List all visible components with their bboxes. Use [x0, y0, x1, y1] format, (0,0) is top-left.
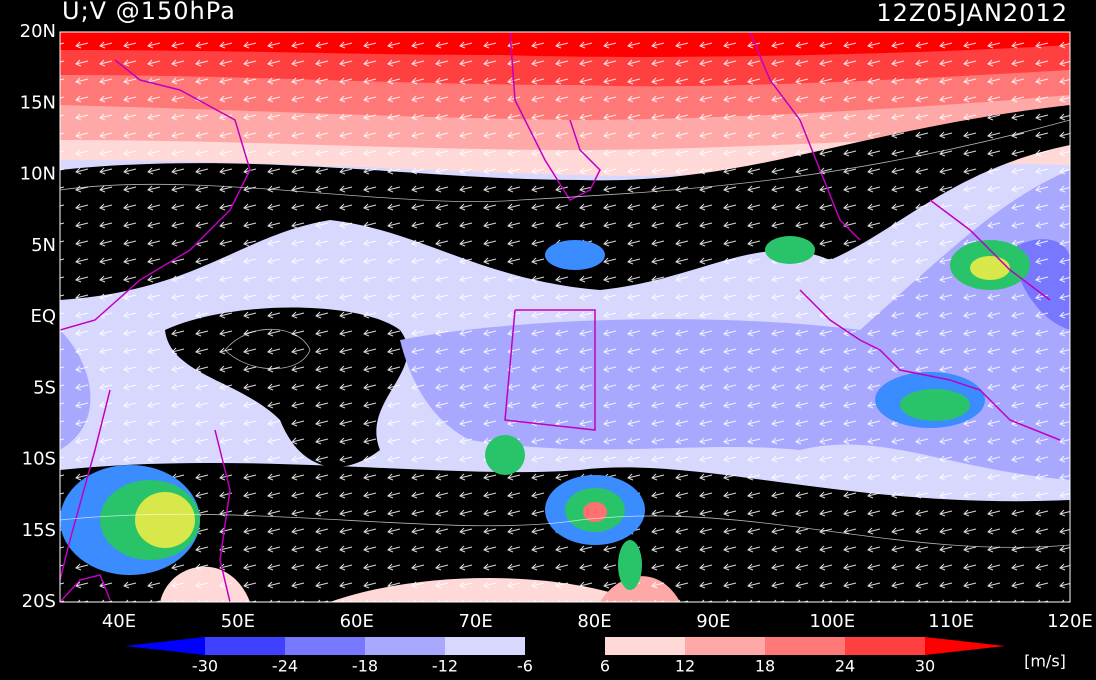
- colorbar-units: [m/s]: [1024, 652, 1066, 671]
- colorbar-box: [365, 637, 445, 655]
- colorbar-label: 24: [835, 657, 855, 676]
- lon-label: 40E: [102, 611, 136, 632]
- colorbar-label: -6: [517, 657, 533, 676]
- lon-label: 120E: [1047, 611, 1093, 632]
- latitude-labels: 20N 15N 10N 5N EQ 5S 10S 15S 20S: [20, 21, 56, 612]
- colorbar-box: [685, 637, 765, 655]
- lat-label: 5S: [33, 377, 56, 398]
- lat-label: 15S: [22, 520, 56, 541]
- colorbar-label: -30: [192, 657, 218, 676]
- lon-label: 60E: [340, 611, 374, 632]
- title: U;V @150hPa: [62, 0, 236, 25]
- timestamp: 12Z05JAN2012: [876, 0, 1068, 27]
- colorbar-label: 30: [915, 657, 935, 676]
- colorbar-box: [285, 637, 365, 655]
- convection: [60, 236, 1030, 590]
- lon-label: 110E: [928, 611, 974, 632]
- lon-label: 50E: [221, 611, 255, 632]
- lat-label: 20N: [20, 21, 56, 42]
- colorbar-label: 6: [600, 657, 610, 676]
- contours: [60, 119, 1070, 548]
- colorbar-label: -24: [272, 657, 298, 676]
- colorbar-box: [445, 637, 525, 655]
- lat-label: 10S: [22, 449, 56, 470]
- lon-label: 100E: [809, 611, 855, 632]
- lat-label: 5N: [31, 235, 56, 256]
- longitude-labels: 40E 50E 60E 70E 80E 90E 100E 110E 120E: [102, 611, 1093, 632]
- colorbar-box: [605, 637, 685, 655]
- wind-field: [60, 32, 1070, 602]
- colorbar-label: 18: [755, 657, 775, 676]
- colorbar-label: -18: [352, 657, 378, 676]
- lon-label: 90E: [696, 611, 730, 632]
- lat-label: 10N: [20, 164, 56, 185]
- lon-label: 80E: [577, 611, 611, 632]
- colorbar: -30 -24 -18 -12 -6 6 12 18 24 30: [125, 637, 1005, 676]
- lon-label: 70E: [458, 611, 492, 632]
- lat-label: 20S: [22, 591, 56, 612]
- coastlines: [60, 32, 1061, 602]
- colorbar-box: [205, 637, 285, 655]
- colorbar-box: [765, 637, 845, 655]
- map-frame: [59, 31, 1071, 603]
- colorbar-arrow: [125, 637, 205, 655]
- colorbar-box: [845, 637, 925, 655]
- colorbar-label: 12: [675, 657, 695, 676]
- colorbar-box: [525, 637, 605, 655]
- colorbar-label: -12: [432, 657, 458, 676]
- lat-label: EQ: [30, 306, 56, 327]
- lat-label: 15N: [20, 92, 56, 113]
- colorbar-arrow: [925, 637, 1005, 655]
